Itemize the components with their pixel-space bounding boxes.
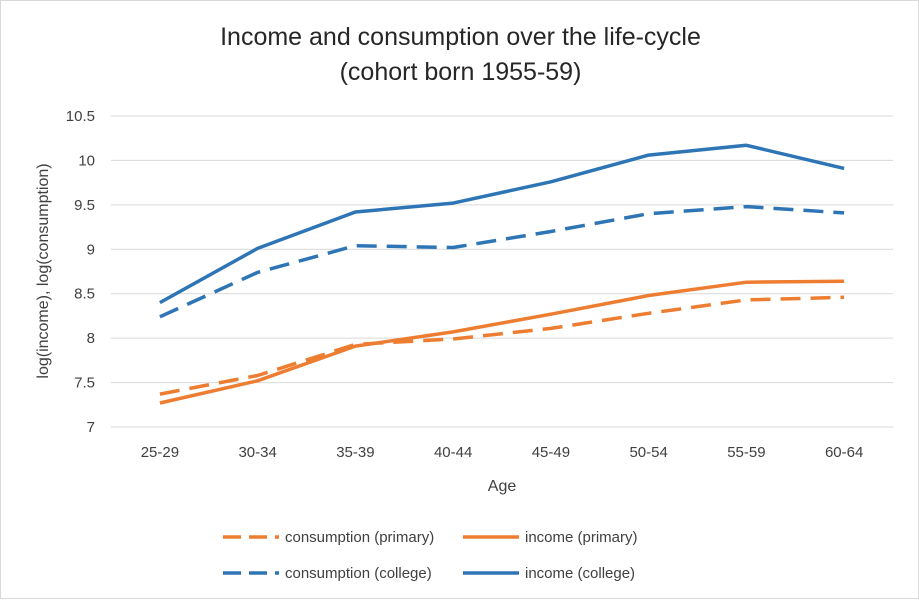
x-tick-label: 25-29 — [141, 444, 179, 461]
legend-label: consumption (primary) — [285, 529, 434, 546]
series-line-income-college — [160, 145, 844, 302]
y-tick-label: 10 — [78, 152, 95, 169]
y-tick-label: 9 — [87, 241, 95, 258]
y-tick-label: 9.5 — [74, 197, 95, 214]
legend-label: income (primary) — [525, 529, 638, 546]
x-tick-label: 55-59 — [727, 444, 765, 461]
series-line-consumption-college — [160, 207, 844, 317]
y-tick-label: 10.5 — [66, 108, 95, 125]
x-tick-labels: 25-29 30-34 35-39 40-44 45-49 50-54 55-59 60-64 — [141, 444, 864, 461]
legend-label: income (college) — [525, 565, 635, 582]
series-line-income-primary — [160, 281, 844, 403]
y-tick-label: 8 — [87, 330, 95, 347]
x-axis-title: Age — [488, 478, 517, 495]
y-tick-label: 7 — [87, 419, 95, 436]
y-tick-labels: 7 7.5 8 8.5 9 9.5 10 10.5 — [66, 108, 95, 436]
legend-label: consumption (college) — [285, 565, 432, 582]
x-tick-label: 45-49 — [532, 444, 570, 461]
series-lines — [160, 145, 844, 403]
y-tick-label: 8.5 — [74, 286, 95, 303]
y-tick-label: 7.5 — [74, 375, 95, 392]
x-tick-label: 60-64 — [825, 444, 863, 461]
x-tick-label: 40-44 — [434, 444, 472, 461]
x-tick-label: 35-39 — [336, 444, 374, 461]
x-tick-label: 50-54 — [629, 444, 667, 461]
x-tick-label: 30-34 — [238, 444, 276, 461]
legend: consumption (primary) income (primary) con… — [223, 529, 638, 582]
y-axis-title: log(income), log(consumption) — [35, 163, 52, 378]
